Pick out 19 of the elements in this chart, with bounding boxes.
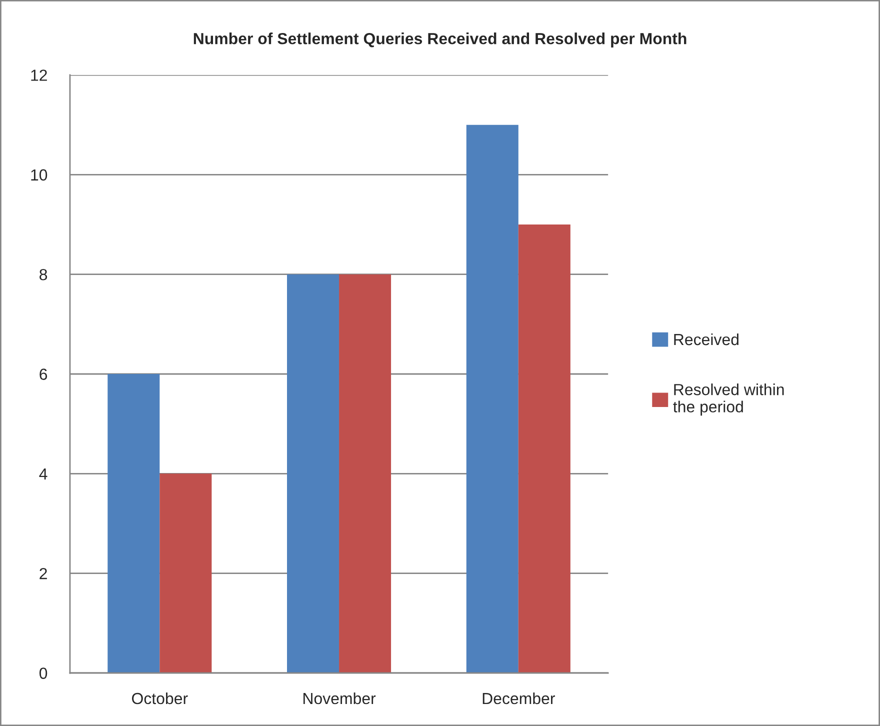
bar — [287, 274, 340, 673]
x-tick-label: November — [303, 692, 376, 704]
bar — [339, 274, 392, 673]
y-tick-label: 12 — [31, 70, 47, 81]
legend-label: Received — [674, 333, 738, 346]
chart-title: Number of Settlement Queries Received and Resolved per Month — [194, 32, 686, 48]
y-tick-label: 8 — [40, 268, 48, 280]
y-tick-label: 10 — [31, 169, 48, 181]
legend-label: Resolved within the period — [673, 383, 784, 416]
bar — [108, 374, 160, 673]
bar — [160, 474, 212, 673]
bar — [518, 224, 570, 673]
y-tick-label: 4 — [39, 468, 48, 480]
y-tick-label: 6 — [40, 368, 48, 380]
y-tick-label: 2 — [40, 568, 47, 580]
bar — [466, 124, 518, 673]
y-tick-label: 0 — [39, 668, 48, 679]
x-tick-label: October — [132, 692, 188, 704]
x-tick-label: December — [482, 692, 555, 704]
